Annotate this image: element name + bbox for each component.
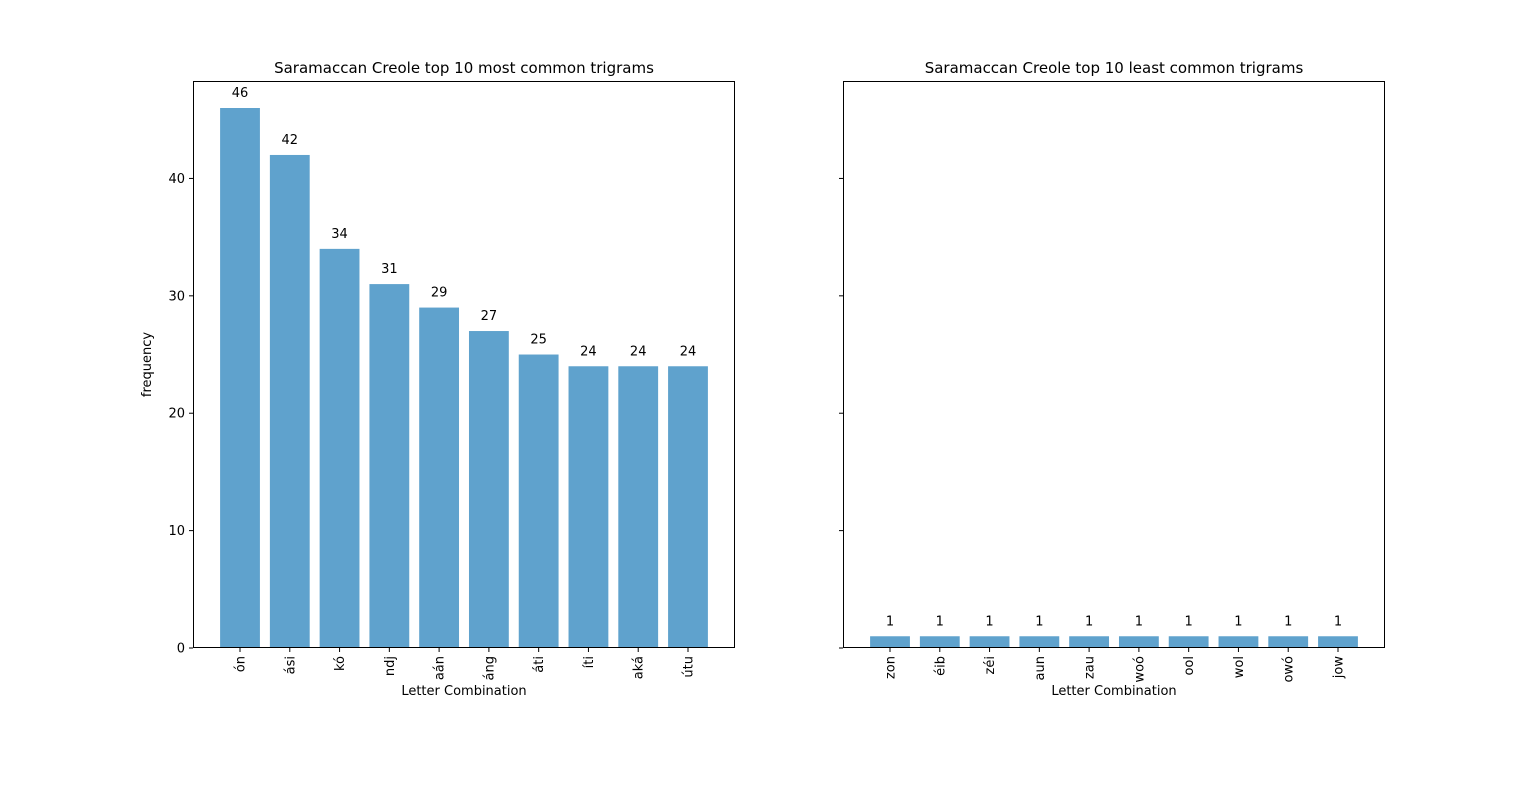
data-label: 1 (1085, 614, 1093, 629)
x-tick-label: ási (283, 656, 298, 674)
x-tick-label: zéi (983, 656, 998, 674)
axes-frame (843, 81, 1385, 648)
data-label: 1 (936, 614, 944, 629)
bar (1218, 636, 1259, 648)
x-tick-label: ón (234, 656, 249, 672)
x-tick-label: aun (1033, 656, 1048, 680)
x-tick-label: owó (1282, 656, 1297, 683)
x-tick-label: kó (333, 656, 348, 671)
chart-title: Saramaccan Creole top 10 least common tr… (925, 59, 1304, 77)
x-tick-label: wol (1232, 656, 1247, 678)
bar (870, 636, 910, 648)
bar (1268, 636, 1309, 648)
bar (1118, 636, 1159, 648)
y-tick-label: 0 (177, 642, 185, 657)
chart-most-common: 46 ón 42 ási 34 kó 31 ndj 29 aán 27 áng 25 áti 24 íti 24… (140, 59, 735, 699)
bar (369, 284, 410, 648)
bar (969, 636, 1010, 648)
data-label: 24 (580, 344, 597, 359)
bar (668, 366, 708, 648)
bar (618, 366, 659, 648)
x-tick-label: ndj (383, 656, 398, 676)
data-label: 34 (331, 227, 348, 242)
data-label: 1 (985, 614, 993, 629)
data-label: 1 (1135, 614, 1143, 629)
data-label: 24 (680, 344, 697, 359)
bar (1069, 636, 1110, 648)
x-axis-label: Letter Combination (1051, 684, 1176, 699)
x-tick-label: woó (1132, 656, 1147, 683)
chart-title: Saramaccan Creole top 10 most common tri… (274, 59, 654, 77)
chart-least-common: 1 zon 1 éib 1 zéi 1 aun 1 zau 1 woó 1 ool 1 wol 1 owó 1 jow… (839, 59, 1385, 699)
y-tick-label: 40 (168, 172, 185, 187)
data-label: 1 (1234, 614, 1242, 629)
x-tick-label: aká (632, 656, 647, 679)
x-tick-label: íti (582, 656, 597, 668)
data-label: 1 (1284, 614, 1292, 629)
x-tick-label: útu (681, 656, 696, 678)
y-axis-label: frequency (140, 332, 155, 398)
bar (319, 248, 360, 648)
bar (1168, 636, 1209, 648)
bar (468, 331, 509, 648)
x-tick-label: áti (532, 656, 547, 673)
y-tick-label: 20 (168, 407, 185, 422)
x-tick-label: éib (933, 656, 948, 676)
x-tick-label: áng (482, 656, 497, 680)
bar (220, 108, 260, 648)
bar (419, 307, 460, 648)
data-label: 24 (630, 344, 647, 359)
bar (568, 366, 609, 648)
x-tick-label: ool (1182, 656, 1197, 676)
bar (1318, 636, 1358, 648)
x-axis-label: Letter Combination (401, 684, 526, 699)
data-label: 25 (530, 333, 547, 348)
bar (518, 354, 559, 648)
data-label: 31 (381, 262, 398, 277)
data-label: 42 (282, 133, 299, 148)
y-tick-label: 10 (168, 524, 185, 539)
data-label: 1 (886, 614, 894, 629)
y-tick-label: 30 (168, 289, 185, 304)
bar (269, 154, 310, 648)
data-label: 1 (1185, 614, 1193, 629)
x-tick-label: jow (1331, 656, 1346, 680)
axes-frame (193, 81, 735, 648)
data-label: 1 (1035, 614, 1043, 629)
bar (919, 636, 960, 648)
bar (1019, 636, 1060, 648)
data-label: 1 (1334, 614, 1342, 629)
x-tick-label: aán (433, 656, 448, 680)
x-tick-label: zau (1083, 656, 1098, 679)
data-label: 27 (481, 309, 498, 324)
data-label: 46 (232, 86, 249, 101)
data-label: 29 (431, 286, 448, 301)
x-tick-label: zon (884, 656, 899, 679)
